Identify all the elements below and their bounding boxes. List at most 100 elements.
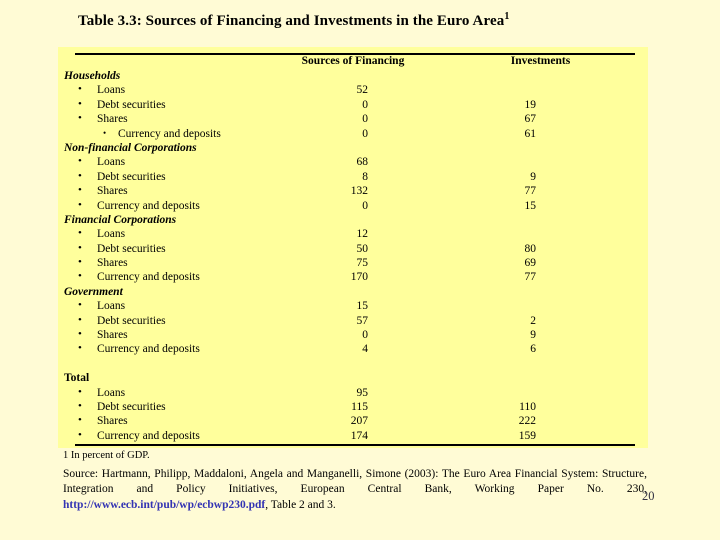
table-row: • Debt securities 115 110 bbox=[58, 400, 648, 414]
investments-value: 61 bbox=[524, 127, 537, 140]
bullet-icon: • bbox=[78, 169, 82, 182]
source-link[interactable]: http://www.ecb.int/pub/wp/ecbwp230.pdf bbox=[63, 498, 266, 511]
financing-value: 115 bbox=[351, 400, 368, 413]
row-label: Loans bbox=[97, 156, 126, 169]
row-label: Shares bbox=[97, 113, 128, 126]
section-header-row: Total bbox=[58, 371, 648, 385]
row-label: Loans bbox=[97, 84, 126, 97]
financing-value: 0 bbox=[362, 329, 368, 342]
bullet-icon: • bbox=[103, 127, 107, 138]
column-header-financing: Sources of Financing bbox=[301, 55, 405, 67]
financing-value: 52 bbox=[356, 84, 369, 97]
row-label: Currency and deposits bbox=[118, 127, 221, 140]
table-row: • Loans 12 bbox=[58, 227, 648, 241]
row-label: Debt securities bbox=[97, 242, 166, 255]
bullet-icon: • bbox=[78, 97, 82, 110]
footnote: 1 In percent of GDP. bbox=[63, 450, 150, 461]
section-name: Non-financial Corporations bbox=[64, 141, 197, 154]
bullet-icon: • bbox=[78, 328, 82, 341]
row-label: Currency and deposits bbox=[97, 199, 200, 212]
page-title: Table 3.3: Sources of Financing and Inve… bbox=[78, 11, 509, 30]
table-row: • Loans 95 bbox=[58, 386, 648, 400]
bullet-icon: • bbox=[78, 414, 82, 427]
page-number: 20 bbox=[642, 489, 655, 503]
financing-value: 12 bbox=[356, 228, 369, 241]
bullet-icon: • bbox=[78, 112, 82, 125]
row-label: Shares bbox=[97, 415, 128, 428]
bullet-icon: • bbox=[78, 227, 82, 240]
row-label: Currency and deposits bbox=[97, 343, 200, 356]
investments-value: 67 bbox=[524, 113, 537, 126]
section-name: Households bbox=[64, 70, 121, 82]
table-row: • Debt securities 8 9 bbox=[58, 170, 648, 184]
table-bottom-rule bbox=[75, 444, 635, 446]
bullet-icon: • bbox=[78, 270, 82, 283]
table-row: • Debt securities 57 2 bbox=[58, 314, 648, 328]
title-footnote-marker: 1 bbox=[504, 11, 510, 22]
investments-value: 69 bbox=[524, 257, 537, 270]
section-name: Financial Corporations bbox=[64, 213, 177, 226]
bullet-icon: • bbox=[78, 198, 82, 211]
financing-value: 4 bbox=[362, 343, 368, 356]
table-top-rule bbox=[75, 53, 635, 55]
financing-value: 0 bbox=[362, 127, 368, 140]
financing-value: 15 bbox=[356, 300, 369, 313]
page-title-text: Table 3.3: Sources of Financing and Inve… bbox=[78, 13, 505, 29]
section-header-row: Government bbox=[58, 285, 648, 299]
table-row: • Shares 207 222 bbox=[58, 414, 648, 428]
source-text-prefix: Source: Hartmann, Philipp, Maddaloni, An… bbox=[63, 468, 647, 496]
row-label: Shares bbox=[97, 329, 128, 342]
investments-value: 2 bbox=[530, 314, 536, 327]
row-label: Currency and deposits bbox=[97, 271, 200, 284]
section-name: Government bbox=[64, 285, 123, 298]
table-row: • Currency and deposits 0 15 bbox=[58, 199, 648, 213]
financing-value: 8 bbox=[362, 170, 368, 183]
investments-value: 159 bbox=[518, 429, 536, 442]
investments-value: 15 bbox=[524, 199, 537, 212]
financing-value: 174 bbox=[350, 429, 368, 442]
table-row: • Debt securities 0 19 bbox=[58, 98, 648, 112]
table-row: • Loans 52 bbox=[58, 83, 648, 97]
section-header-row: Households bbox=[58, 69, 648, 83]
section-name: Total bbox=[64, 372, 90, 385]
bullet-icon: • bbox=[78, 385, 82, 398]
source-citation: Source: Hartmann, Philipp, Maddaloni, An… bbox=[63, 467, 647, 513]
financing-value: 0 bbox=[362, 113, 368, 126]
column-header-investments: Investments bbox=[510, 55, 571, 67]
row-label: Loans bbox=[97, 300, 126, 313]
bullet-icon: • bbox=[78, 313, 82, 326]
table: Sources of Financing Investments Househo… bbox=[58, 47, 648, 448]
investments-value: 77 bbox=[524, 271, 537, 284]
investments-value: 9 bbox=[530, 170, 536, 183]
row-label: Currency and deposits bbox=[97, 429, 200, 442]
bullet-icon: • bbox=[78, 342, 82, 355]
table-row: • Currency and deposits 0 61 bbox=[58, 127, 648, 141]
investments-value: 80 bbox=[524, 242, 537, 255]
financing-value: 170 bbox=[350, 271, 368, 284]
row-label: Shares bbox=[97, 185, 128, 198]
investments-value: 77 bbox=[524, 185, 537, 198]
section-header-row: Non-financial Corporations bbox=[58, 141, 648, 155]
financing-value: 50 bbox=[356, 242, 369, 255]
investments-value: 6 bbox=[530, 343, 536, 356]
bullet-icon: • bbox=[78, 83, 82, 96]
bullet-icon: • bbox=[78, 241, 82, 254]
table-row: • Loans 68 bbox=[58, 155, 648, 169]
bullet-icon: • bbox=[78, 155, 82, 168]
row-label: Loans bbox=[97, 386, 126, 399]
investments-value: 110 bbox=[519, 400, 536, 413]
bullet-icon: • bbox=[78, 184, 82, 197]
financing-value: 95 bbox=[356, 386, 369, 399]
row-label: Loans bbox=[97, 228, 126, 241]
table-row: • Shares 0 9 bbox=[58, 328, 648, 342]
financing-value: 207 bbox=[350, 415, 368, 428]
financing-value: 0 bbox=[362, 98, 368, 111]
table-row: • Currency and deposits 4 6 bbox=[58, 342, 648, 356]
row-label: Debt securities bbox=[97, 98, 166, 111]
investments-value: 19 bbox=[524, 98, 537, 111]
bullet-icon: • bbox=[78, 256, 82, 269]
row-label: Debt securities bbox=[97, 314, 166, 327]
financing-value: 75 bbox=[356, 257, 369, 270]
table-row: • Debt securities 50 80 bbox=[58, 242, 648, 256]
